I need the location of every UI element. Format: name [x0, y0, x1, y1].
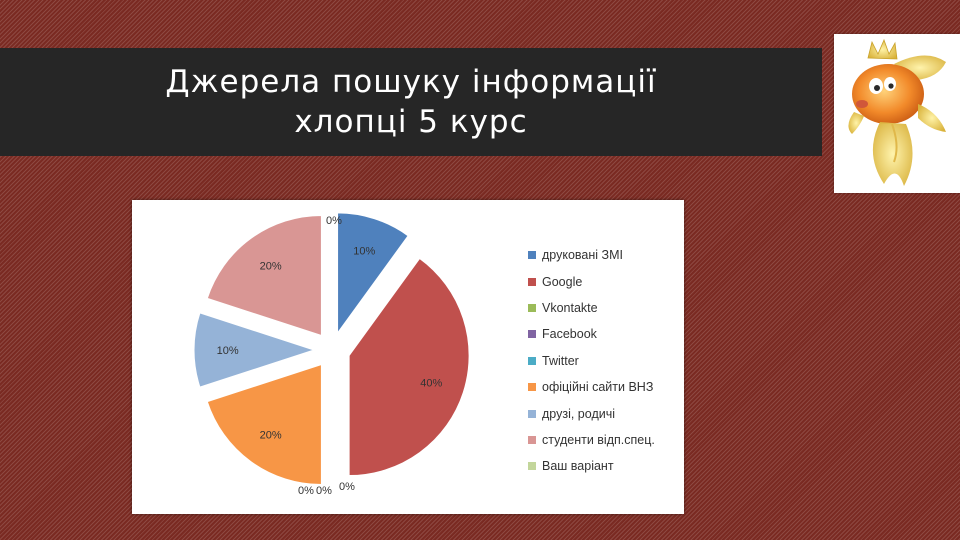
pie-chart-plot: 10%40%0%0% 0%20%10%20%0% [193, 212, 470, 497]
legend-label-0: друковані ЗМІ [542, 248, 623, 263]
slide-title-bar: Джерела пошуку інформації хлопці 5 курс [0, 48, 822, 156]
legend-swatch-3 [528, 330, 536, 339]
legend-item-3: Facebook [528, 321, 655, 347]
legend-swatch-0 [528, 251, 536, 260]
data-label-5: 20% [260, 429, 282, 441]
data-label-4: 0% [316, 485, 332, 497]
legend-item-8: Ваш варіант [528, 453, 655, 479]
slide-title-line-1: Джерела пошуку інформації [165, 64, 657, 100]
legend-label-1: Google [542, 274, 583, 289]
goldfish-picture [834, 34, 960, 193]
legend-swatch-7 [528, 435, 536, 444]
data-label-7: 20% [260, 261, 282, 273]
legend-item-5: офіційні сайти ВНЗ [528, 374, 655, 400]
legend-swatch-2 [528, 303, 536, 312]
data-label-8: 0% [339, 481, 355, 493]
data-label-0: 10% [353, 246, 375, 258]
data-label-2: 0% [326, 215, 342, 227]
goldfish-icon [848, 38, 946, 186]
legend-label-7: студенти відп.спец. [542, 432, 655, 447]
pie-chart: 10% 40% 0% 0% 0% 20% 10% 20% 0% друковані ЗМІ Goo… [132, 200, 684, 514]
legend-item-4: Twitter [528, 348, 655, 374]
legend-item-6: друзі, родичі [528, 400, 655, 426]
legend-swatch-8 [528, 462, 536, 471]
legend-item-2: Vkontakte [528, 295, 655, 321]
legend-label-8: Ваш варіант [542, 459, 614, 474]
legend-item-7: студенти відп.спец. [528, 427, 655, 453]
legend-label-4: Twitter [542, 353, 579, 368]
legend-label-6: друзі, родичі [542, 406, 616, 421]
legend-swatch-4 [528, 356, 536, 365]
legend-swatch-6 [528, 409, 536, 418]
slide-title-line-2: хлопці 5 курс [294, 104, 528, 140]
legend-label-3: Facebook [542, 327, 597, 342]
data-label-6: 10% [217, 345, 239, 357]
pie-slice-1 [348, 257, 470, 477]
legend-swatch-1 [528, 277, 536, 286]
chart-legend: друковані ЗМІ Google Vkontakte Facebook Twit… [528, 242, 655, 480]
pie-slice-5 [206, 363, 322, 486]
legend-label-2: Vkontakte [542, 300, 598, 315]
pie-slice-0 [337, 212, 409, 335]
pie-slice-7 [206, 214, 322, 337]
data-label-1: 40% [420, 377, 442, 389]
data-label-3: 0% [298, 485, 314, 497]
legend-item-1: Google [528, 268, 655, 294]
pie-slice-6 [193, 312, 316, 388]
legend-swatch-5 [528, 383, 536, 392]
legend-item-0: друковані ЗМІ [528, 242, 655, 268]
legend-label-5: офіційні сайти ВНЗ [542, 380, 654, 395]
